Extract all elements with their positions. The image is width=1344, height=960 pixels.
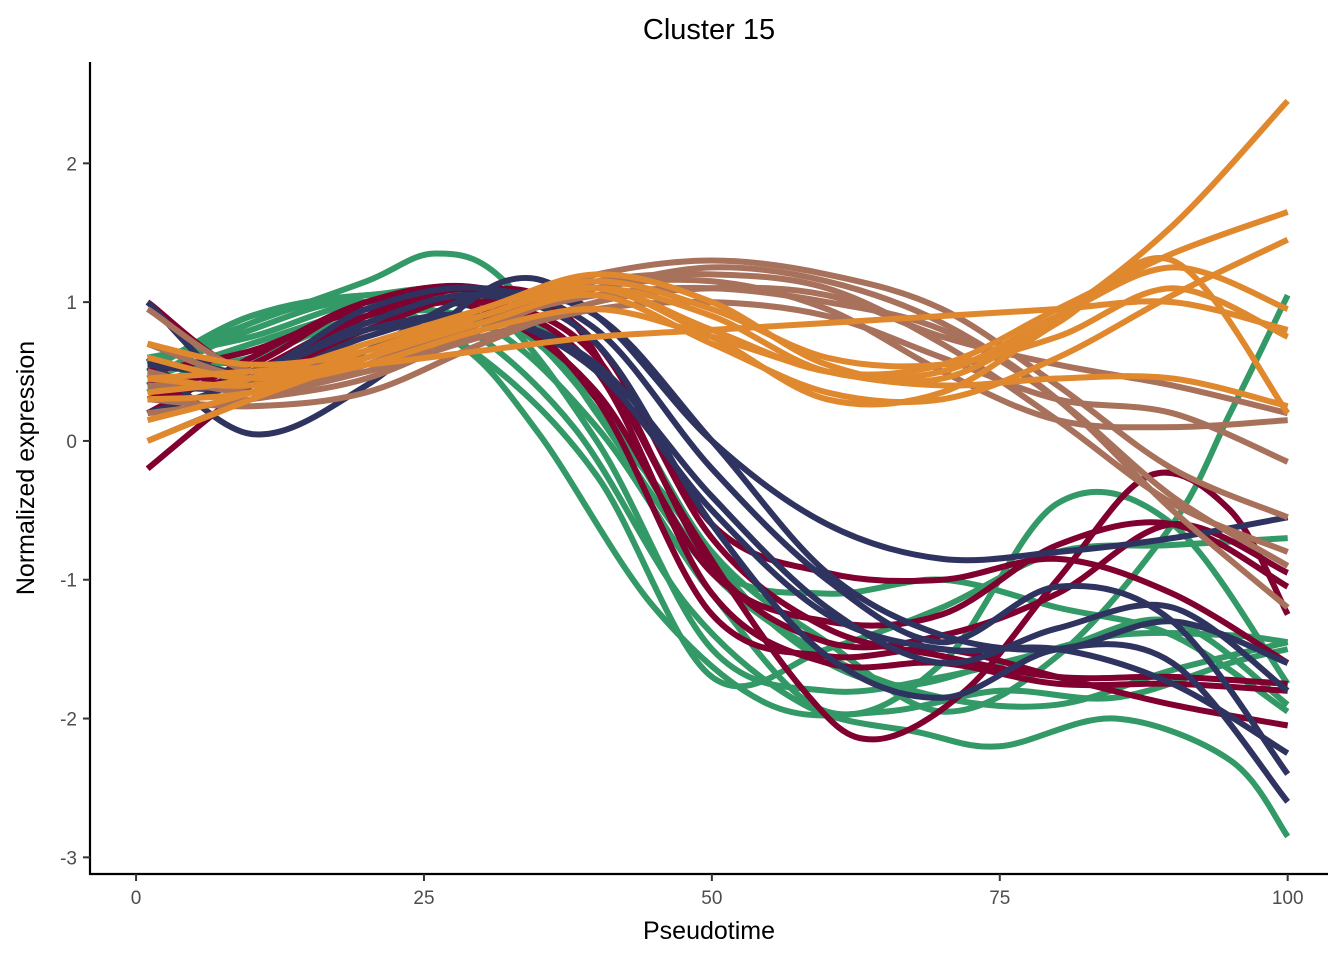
y-tick-label: 1 [66, 293, 77, 314]
series-line-g3-5 [146, 284, 1291, 776]
y-axis-label: Normalized expression [12, 341, 40, 595]
x-tick-label: 0 [131, 888, 142, 909]
series-line-g3-4 [146, 291, 1291, 804]
series-line-g5-6 [146, 255, 1291, 423]
series-line-g5-8 [147, 306, 1289, 410]
y-tick-label: -1 [60, 571, 77, 592]
series-line-g2-6 [147, 298, 1290, 629]
x-tick-label: 50 [701, 888, 722, 909]
y-ticks: -3 -2 -1 0 1 2 [60, 154, 90, 869]
y-tick-label: 2 [66, 154, 77, 175]
axes [88, 62, 1328, 876]
series-line-g1-6 [146, 285, 1290, 708]
plot-area [145, 98, 1291, 839]
x-tick-label: 75 [989, 888, 1010, 909]
x-axis-label: Pseudotime [643, 917, 775, 945]
chart-title: Cluster 15 [643, 14, 775, 46]
series-line-g3-6 [147, 311, 1290, 694]
y-tick-label: -3 [60, 848, 77, 869]
series-line-g2-7 [146, 295, 1288, 694]
x-tick-label: 25 [413, 888, 434, 909]
series-line-g3-3 [147, 311, 1290, 756]
y-tick-label: -2 [60, 710, 77, 731]
x-ticks: 0 25 50 75 100 [131, 874, 1304, 909]
series-line-g5-7 [146, 278, 1289, 370]
x-tick-label: 100 [1272, 888, 1304, 909]
y-tick-label: 0 [66, 432, 77, 453]
